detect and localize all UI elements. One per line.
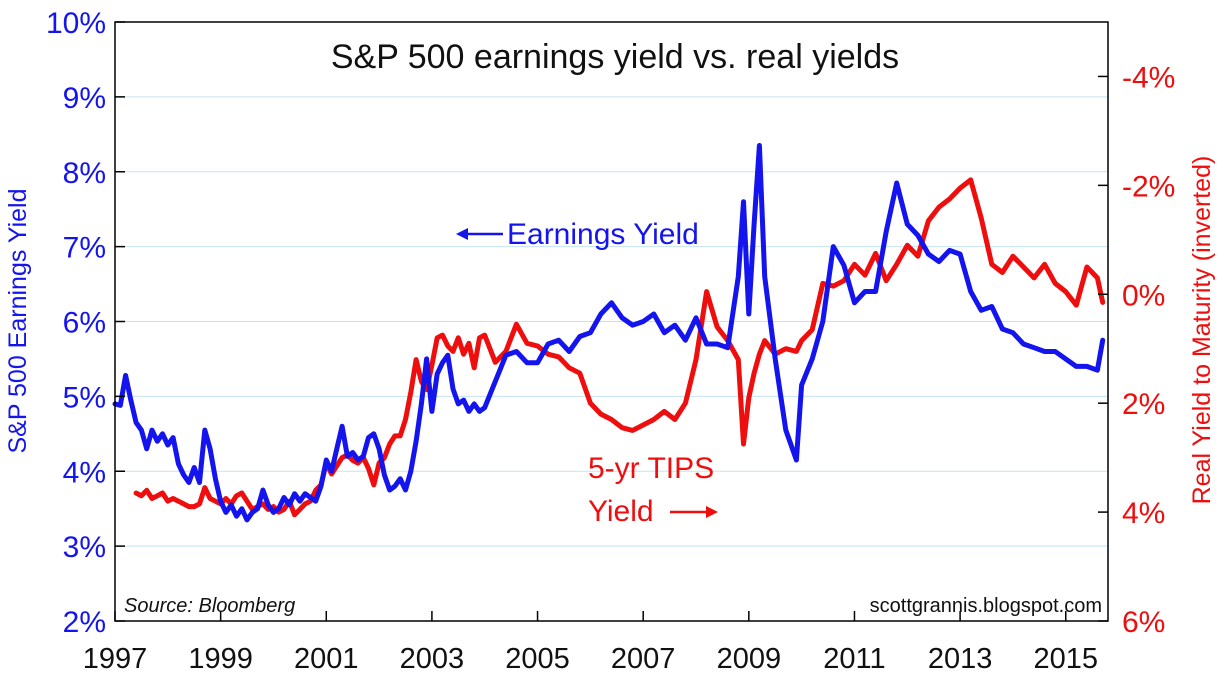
left-tick-label: 3%: [63, 531, 106, 564]
series-layer: [112, 143, 1106, 523]
left-tick-label: 6%: [63, 307, 106, 340]
x-tick-label: 2001: [294, 643, 359, 675]
left-arrow-icon: [456, 228, 503, 240]
tick-marks: [114, 21, 1108, 622]
x-tick-label: 2009: [717, 643, 782, 675]
watermark: scottgrannis.blogspot.com: [870, 595, 1102, 617]
x-tick-label: 1997: [83, 643, 148, 675]
left-tick-label: 5%: [63, 381, 106, 414]
right-tick-label: 4%: [1122, 497, 1165, 530]
tips-yield-line: [133, 177, 1106, 518]
y-axis-label-right: Real Yield to Maturity (inverted): [1188, 156, 1216, 505]
left-tick-label: 9%: [63, 82, 106, 115]
earnings-yield-line: [112, 143, 1106, 523]
x-tick-label: 2007: [611, 643, 676, 675]
right-tick-label: 0%: [1122, 279, 1165, 312]
right-tick-label: -4%: [1122, 61, 1175, 94]
x-tick-label: 2003: [400, 643, 465, 675]
tips-series-label-2: Yield: [588, 495, 654, 528]
source-note: Source: Bloomberg: [124, 595, 295, 617]
right-tick-label: 6%: [1122, 606, 1165, 639]
left-tick-label: 10%: [46, 7, 106, 40]
left-tick-label: 8%: [63, 157, 106, 190]
x-tick-label: 2013: [928, 643, 993, 675]
x-axis: 1997 1999 2001 2003 2005 2007 2009 2011 2013 2015: [83, 643, 1098, 675]
right-arrow-icon: [670, 506, 718, 518]
x-tick-label: 1999: [188, 643, 253, 675]
tips-series-label: 5-yr TIPS: [588, 452, 714, 485]
x-tick-label: 2015: [1033, 643, 1098, 675]
chart-title: S&P 500 earnings yield vs. real yields: [331, 38, 899, 76]
earnings-series-label: Earnings Yield: [507, 218, 699, 251]
left-tick-label: 2%: [63, 606, 106, 639]
right-y-axis: 6% 4% 2% 0% -2% -4%: [1122, 61, 1175, 639]
left-y-axis: 2% 3% 4% 5% 6% 7% 8% 9% 10%: [46, 7, 106, 639]
earnings-annotation: Earnings Yield: [456, 218, 699, 251]
x-tick-label: 2011: [823, 643, 885, 675]
tips-annotation: 5-yr TIPS Yield: [588, 452, 718, 528]
left-tick-label: 4%: [63, 456, 106, 489]
gridlines: [115, 96, 1108, 547]
left-tick-label: 7%: [63, 232, 106, 265]
right-tick-label: 2%: [1122, 388, 1165, 421]
right-tick-label: -2%: [1122, 170, 1175, 203]
y-axis-label-left: S&P 500 Earnings Yield: [4, 188, 32, 453]
x-tick-label: 2005: [505, 643, 570, 675]
